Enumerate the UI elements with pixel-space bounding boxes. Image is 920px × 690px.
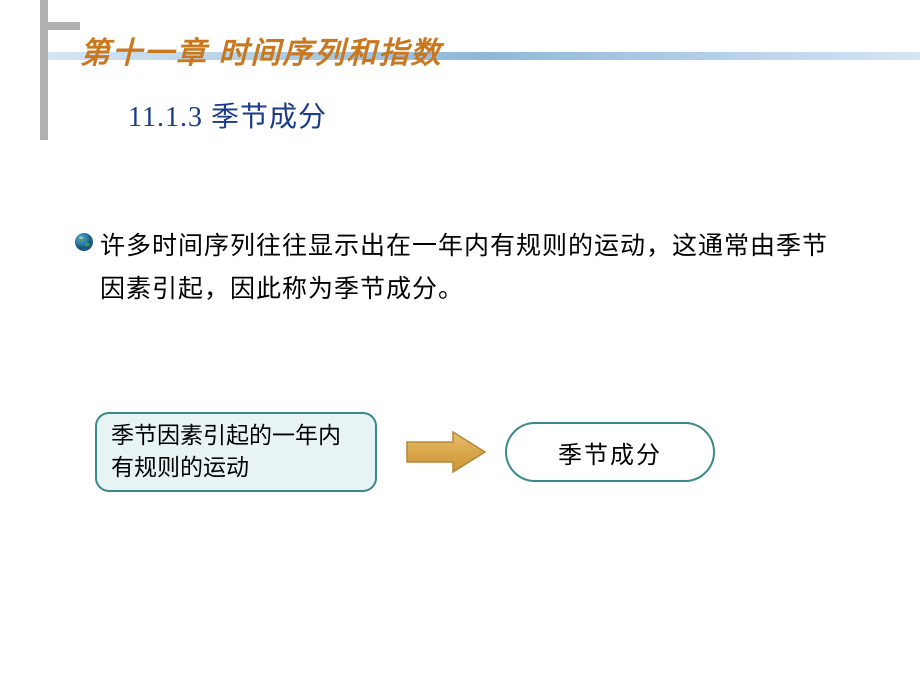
section-title: 11.1.3 季节成分 [128, 95, 327, 135]
diagram-left-box: 季节因素引起的一年内有规则的运动 [95, 412, 377, 492]
corner-vertical-bar [40, 0, 48, 140]
diagram-right-box: 季节成分 [505, 422, 715, 482]
right-box-label: 季节成分 [558, 435, 662, 470]
left-box-label: 季节因素引起的一年内有规则的运动 [111, 420, 361, 484]
arrow-icon [405, 428, 487, 476]
globe-bullet-icon [74, 232, 94, 252]
chapter-title: 第十一章 时间序列和指数 [80, 28, 442, 72]
corner-horizontal-bar [40, 22, 80, 30]
corner-bracket-decoration [0, 0, 80, 140]
body-paragraph: 许多时间序列往往显示出在一年内有规则的运动，这通常由季节因素引起，因此称为季节成… [100, 226, 850, 311]
